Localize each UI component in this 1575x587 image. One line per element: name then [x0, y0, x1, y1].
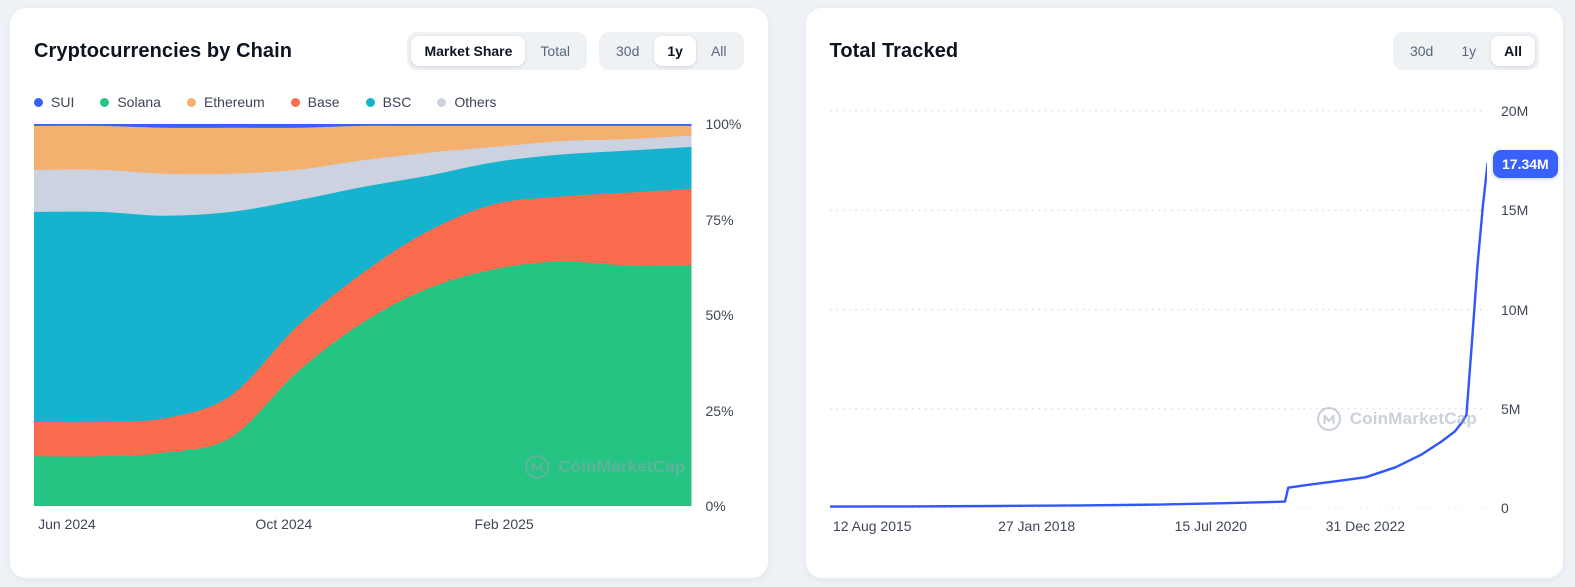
chain-y-axis: 100% 75% 50% 25% 0% — [692, 116, 744, 514]
legend-item-sui[interactable]: SUI — [34, 94, 74, 110]
chain-chart-controls: Market Share Total 30d 1y All — [407, 32, 744, 70]
line-chart — [829, 110, 1487, 508]
y-axis-label: 0% — [705, 498, 726, 514]
x-axis-label: 27 Jan 2018 — [998, 518, 1076, 534]
y-axis-label: 100% — [705, 116, 742, 132]
x-axis-label: Feb 2025 — [474, 516, 534, 532]
legend-label: Ethereum — [203, 94, 265, 110]
tracked-range-1y[interactable]: 1y — [1448, 36, 1489, 66]
y-axis-label: 15M — [1501, 202, 1529, 219]
legend-dot — [437, 97, 447, 107]
legend-dot — [290, 97, 300, 107]
chain-range-group: 30d 1y All — [599, 32, 744, 70]
legend-label: SUI — [51, 94, 75, 110]
x-axis-label: 31 Dec 2022 — [1325, 518, 1406, 534]
x-axis-label: 15 Jul 2020 — [1174, 518, 1248, 534]
chain-x-axis: Jun 2024 Oct 2024 Feb 2025 — [34, 516, 692, 538]
tracked-range-group: 30d 1y All — [1392, 32, 1539, 70]
legend-item-others[interactable]: Others — [437, 94, 496, 110]
chain-chart: CoinMarketCap 100% 75% 50% 25% 0% — [34, 116, 744, 514]
y-axis-label: 0 — [1501, 500, 1509, 516]
legend-item-solana[interactable]: Solana — [100, 94, 161, 110]
total-tracked-title: Total Tracked — [829, 39, 959, 62]
chain-legend: SUI Solana Ethereum Base BSC Others — [34, 94, 744, 110]
legend-label: Base — [307, 94, 340, 110]
mode-toggle-group: Market Share Total — [407, 32, 587, 70]
tracked-chart: CoinMarketCap 17.34M 20M 15M 10M 5M 0 — [829, 98, 1558, 516]
tracked-y-axis: 17.34M 20M 15M 10M 5M 0 — [1487, 98, 1558, 516]
tracked-x-axis: 12 Aug 2015 27 Jan 2018 15 Jul 2020 31 Dec … — [830, 518, 1488, 540]
total-toggle[interactable]: Total — [527, 36, 583, 66]
total-tracked-header: Total Tracked 30d 1y All — [829, 32, 1539, 70]
x-axis-label: Oct 2024 — [255, 516, 313, 532]
current-value-badge: 17.34M — [1493, 149, 1558, 178]
legend-label: Others — [454, 94, 497, 110]
legend-dot — [186, 97, 196, 107]
y-axis-label: 20M — [1501, 102, 1529, 119]
tracked-range-30d[interactable]: 30d — [1397, 36, 1446, 66]
chain-range-30d[interactable]: 30d — [603, 36, 652, 66]
legend-item-bsc[interactable]: BSC — [365, 94, 412, 110]
legend-item-ethereum[interactable]: Ethereum — [186, 94, 265, 110]
chain-chart-card: Cryptocurrencies by Chain Market Share T… — [10, 8, 768, 578]
total-tracked-card: Total Tracked 30d 1y All CoinMarketCap — [805, 8, 1563, 578]
legend-item-base[interactable]: Base — [290, 94, 340, 110]
chain-plot: CoinMarketCap — [34, 124, 692, 506]
legend-label: Solana — [117, 94, 161, 110]
y-axis-label: 10M — [1501, 301, 1529, 318]
chain-range-all[interactable]: All — [698, 36, 740, 66]
y-axis-label: 75% — [705, 211, 734, 228]
market-share-toggle[interactable]: Market Share — [411, 36, 526, 66]
y-axis-label: 5M — [1501, 400, 1521, 417]
stacked-area-chart — [34, 124, 692, 506]
tracked-plot: CoinMarketCap — [829, 98, 1487, 508]
x-axis-label: 12 Aug 2015 — [832, 518, 912, 534]
legend-dot — [365, 97, 375, 107]
legend-dot — [100, 97, 110, 107]
chain-card-header: Cryptocurrencies by Chain Market Share T… — [34, 32, 744, 70]
y-axis-label: 50% — [705, 307, 734, 323]
legend-dot — [34, 97, 43, 107]
chain-chart-title: Cryptocurrencies by Chain — [34, 39, 293, 62]
total-tracked-controls: 30d 1y All — [1392, 32, 1539, 70]
y-axis-label: 25% — [705, 402, 734, 419]
legend-label: BSC — [382, 94, 412, 110]
tracked-range-all[interactable]: All — [1491, 36, 1535, 66]
x-axis-label: Jun 2024 — [38, 516, 96, 532]
chain-range-1y[interactable]: 1y — [654, 36, 696, 66]
